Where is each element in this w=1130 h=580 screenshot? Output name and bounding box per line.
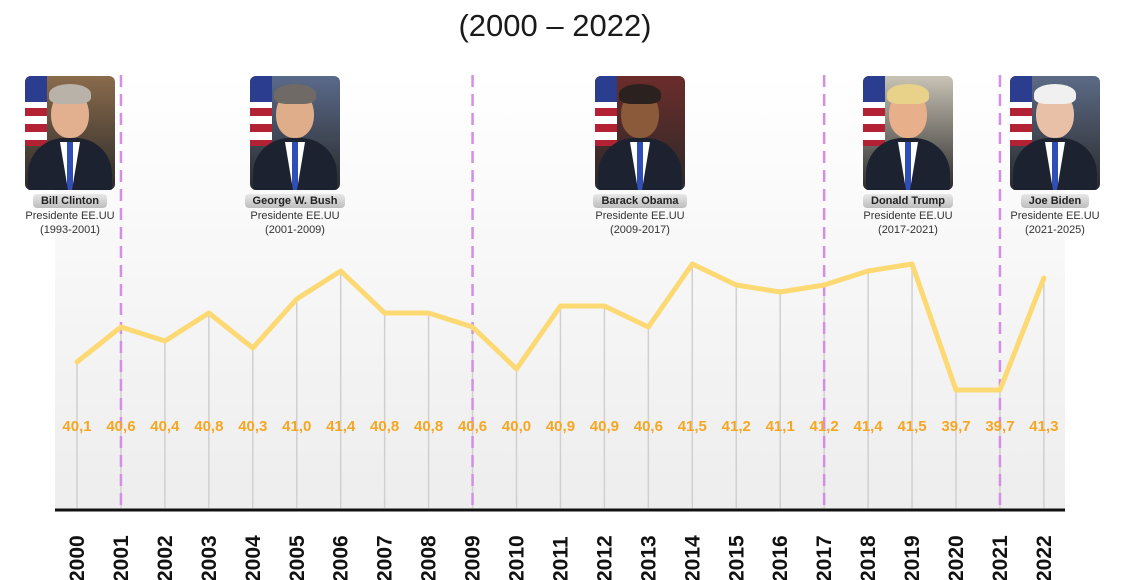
data-label-2017: 41,2 — [810, 418, 839, 435]
data-label-2009: 40,6 — [458, 418, 487, 435]
president-role: Presidente EE.UU — [863, 210, 953, 222]
data-label-2001: 40,6 — [106, 418, 135, 435]
data-label-2014: 41,5 — [678, 418, 707, 435]
data-label-2012: 40,9 — [590, 418, 619, 435]
tick-label-2000: 2000 — [66, 535, 89, 580]
tick-label-2003: 2003 — [198, 535, 221, 580]
tick-label-2010: 2010 — [506, 535, 529, 580]
president-term: (2017-2021) — [878, 224, 938, 236]
president-card: Joe Biden Presidente EE.UU (2021-2025) — [990, 76, 1120, 237]
tick-label-2002: 2002 — [154, 535, 177, 580]
data-label-2000: 40,1 — [62, 418, 91, 435]
data-label-2018: 41,4 — [853, 418, 883, 435]
president-name: Donald Trump — [863, 194, 953, 208]
president-portrait — [250, 76, 340, 190]
president-portrait — [1010, 76, 1100, 190]
president-role: Presidente EE.UU — [250, 210, 340, 222]
data-label-2005: 41,0 — [282, 418, 311, 435]
president-term: (2001-2009) — [265, 224, 325, 236]
tick-label-2017: 2017 — [813, 535, 836, 580]
president-term: (1993-2001) — [40, 224, 100, 236]
president-role: Presidente EE.UU — [1010, 210, 1100, 222]
tick-label-2011: 2011 — [549, 536, 572, 580]
x-tick-labels: 2000 2001 2002 2003 2004 2005 2006 2007 2008 2009… — [66, 535, 1056, 580]
president-term: (2009-2017) — [610, 224, 670, 236]
tick-label-2022: 2022 — [1033, 535, 1056, 580]
data-label-2021: 39,7 — [985, 418, 1014, 435]
tick-label-2021: 2021 — [989, 535, 1012, 580]
data-label-2008: 40,8 — [414, 418, 443, 435]
chart-title: (2000 – 2022) — [458, 8, 652, 43]
tick-label-2004: 2004 — [242, 535, 265, 580]
data-labels: 40,1 40,6 40,4 40,8 40,3 41,0 41,4 40,8 40,8 40,6… — [62, 418, 1058, 435]
president-card: George W. Bush Presidente EE.UU (2001-2009… — [230, 76, 360, 237]
tick-label-2018: 2018 — [857, 535, 880, 580]
data-label-2006: 41,4 — [326, 418, 356, 435]
tick-label-2006: 2006 — [330, 535, 353, 580]
tick-label-2019: 2019 — [901, 535, 924, 580]
tick-label-2008: 2008 — [418, 535, 441, 580]
data-label-2015: 41,2 — [722, 418, 751, 435]
president-name: Bill Clinton — [32, 194, 108, 208]
president-role: Presidente EE.UU — [25, 210, 115, 222]
tick-label-2007: 2007 — [374, 535, 397, 580]
president-name: George W. Bush — [244, 194, 346, 208]
data-label-2010: 40,0 — [502, 418, 531, 435]
president-card: Barack Obama Presidente EE.UU (2009-2017) — [575, 76, 705, 237]
tick-label-2012: 2012 — [593, 535, 616, 580]
data-label-2002: 40,4 — [150, 418, 180, 435]
president-term: (2021-2025) — [1025, 224, 1085, 236]
president-card: Donald Trump Presidente EE.UU (2017-2021) — [843, 76, 973, 237]
president-portrait — [863, 76, 953, 190]
grid-lines — [76, 264, 1045, 508]
tick-label-2009: 2009 — [462, 535, 485, 580]
tick-label-2001: 2001 — [110, 535, 133, 580]
data-label-2013: 40,6 — [634, 418, 663, 435]
data-label-2003: 40,8 — [194, 418, 223, 435]
data-label-2011: 40,9 — [546, 418, 575, 435]
data-label-2019: 41,5 — [897, 418, 926, 435]
tick-label-2015: 2015 — [725, 535, 748, 580]
president-portrait — [595, 76, 685, 190]
data-label-2020: 39,7 — [941, 418, 970, 435]
tick-label-2013: 2013 — [637, 535, 660, 580]
tick-label-2005: 2005 — [286, 535, 309, 580]
data-label-2022: 41,3 — [1029, 418, 1058, 435]
tick-label-2020: 2020 — [945, 535, 968, 580]
tick-label-2016: 2016 — [769, 535, 792, 580]
data-label-2016: 41,1 — [766, 418, 795, 435]
president-portrait — [25, 76, 115, 190]
term-boundaries — [119, 75, 1002, 508]
president-name: Barack Obama — [593, 194, 687, 208]
tick-label-2014: 2014 — [681, 535, 704, 580]
president-name: Joe Biden — [1020, 194, 1090, 208]
president-card: Bill Clinton Presidente EE.UU (1993-2001) — [5, 76, 135, 237]
president-role: Presidente EE.UU — [595, 210, 685, 222]
data-label-2004: 40,3 — [238, 418, 267, 435]
series-line — [74, 261, 1047, 393]
data-label-2007: 40,8 — [370, 418, 399, 435]
